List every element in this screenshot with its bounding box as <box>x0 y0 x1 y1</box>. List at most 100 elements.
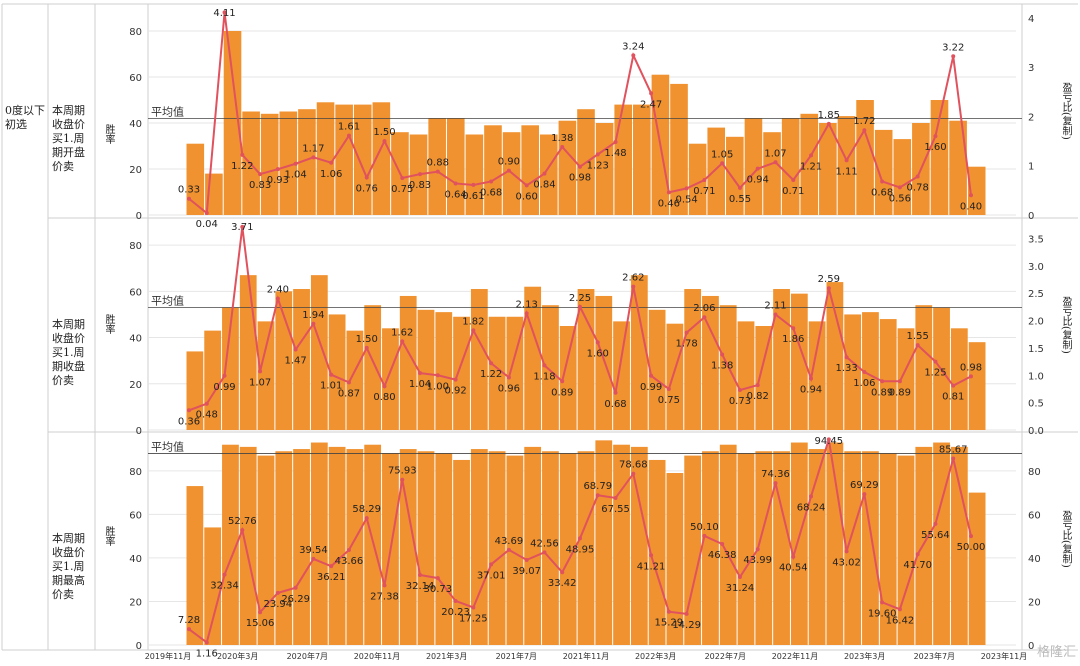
data-label: 48.95 <box>566 544 595 555</box>
series-point <box>382 583 387 588</box>
series-point <box>418 573 423 578</box>
series-point <box>649 553 654 558</box>
bar <box>542 305 559 430</box>
series-point <box>293 347 298 352</box>
data-label: 1.61 <box>338 122 360 133</box>
series-point <box>684 330 689 335</box>
series-point <box>524 183 529 188</box>
data-label: 2.13 <box>516 299 538 310</box>
bar <box>428 118 446 215</box>
bar <box>539 134 558 215</box>
data-label: 0.83 <box>249 180 271 191</box>
series-point <box>346 133 351 138</box>
series-point <box>418 172 423 177</box>
series-point <box>275 296 280 301</box>
series-point <box>560 144 565 149</box>
series-point <box>258 172 263 177</box>
bar <box>684 455 702 645</box>
data-label: 94.45 <box>814 436 843 447</box>
data-label: 1.04 <box>409 379 431 390</box>
series-point <box>737 388 742 393</box>
data-label: 0.98 <box>960 362 982 373</box>
data-label: 0.84 <box>533 180 555 191</box>
data-label: 0.61 <box>462 191 484 202</box>
series-point <box>809 494 814 499</box>
bar <box>310 275 328 430</box>
bar <box>521 125 539 215</box>
data-label: 41.70 <box>903 560 932 571</box>
series-point <box>915 552 920 557</box>
bar <box>837 116 856 215</box>
bar <box>382 328 399 430</box>
data-label: 0.48 <box>196 410 218 421</box>
bar <box>688 143 707 215</box>
y2-tick-label: 4 <box>1028 14 1034 25</box>
avg-label: 平均值 <box>151 440 184 453</box>
bar <box>949 120 967 215</box>
series-point <box>453 598 458 603</box>
bar <box>542 451 559 645</box>
data-label: 20.23 <box>441 607 470 618</box>
bar <box>737 321 755 430</box>
series-point <box>311 556 316 561</box>
series-point <box>844 158 849 163</box>
bar <box>484 125 502 215</box>
data-label: 39.54 <box>299 545 328 556</box>
x-tick-label: 2021年7月 <box>496 651 537 661</box>
bar <box>239 275 257 430</box>
data-label: 1.78 <box>676 339 698 350</box>
data-label: 2.06 <box>693 303 715 314</box>
bar <box>915 305 933 430</box>
bar <box>862 312 879 430</box>
x-tick-label: 2019年11月 <box>145 651 192 661</box>
data-label: 0.83 <box>409 180 431 191</box>
y2-tick-label: 80 <box>1028 467 1041 478</box>
series-point <box>489 562 494 567</box>
y-tick-label: 40 <box>129 334 142 345</box>
y2-tick-label: 0 <box>1028 211 1034 222</box>
bar <box>257 455 275 645</box>
bar <box>819 123 837 215</box>
series-point <box>666 609 671 614</box>
series-point <box>844 355 849 360</box>
data-label: 0.80 <box>373 392 395 403</box>
series-point <box>969 374 973 379</box>
x-tick-label: 2021年11月 <box>563 651 610 661</box>
x-tick-label: 2023年3月 <box>844 651 885 661</box>
bar <box>844 314 862 430</box>
bar <box>893 139 912 215</box>
bar <box>353 104 372 215</box>
data-label: 31.24 <box>726 583 755 594</box>
data-label: 0.36 <box>178 416 200 427</box>
series-point <box>329 160 334 165</box>
data-label: 0.68 <box>871 187 893 198</box>
data-label: 33.42 <box>548 578 577 589</box>
bar <box>453 459 470 645</box>
bar <box>879 453 897 645</box>
series-point <box>862 128 867 133</box>
bar <box>204 330 222 430</box>
series-point <box>506 168 511 173</box>
data-label: 1.33 <box>835 363 857 374</box>
y-axis-title-2: 胜率 <box>103 314 114 334</box>
series-point <box>897 607 902 612</box>
bar <box>372 102 391 215</box>
bar <box>950 328 968 430</box>
series-point <box>791 326 796 331</box>
bar <box>257 321 275 430</box>
bar <box>222 444 239 645</box>
series-point <box>755 547 760 552</box>
bar <box>364 444 382 645</box>
avg-label: 平均值 <box>151 105 184 118</box>
series-point <box>542 363 547 368</box>
data-label: 1.05 <box>711 149 733 160</box>
data-label: 19.60 <box>868 608 897 619</box>
series-point <box>773 160 778 165</box>
series-point <box>275 167 280 172</box>
data-label: 0.88 <box>427 158 449 169</box>
series-point <box>187 196 191 201</box>
data-label: 1.72 <box>853 116 875 127</box>
data-label: 0.40 <box>960 201 982 212</box>
series-point <box>951 54 956 59</box>
